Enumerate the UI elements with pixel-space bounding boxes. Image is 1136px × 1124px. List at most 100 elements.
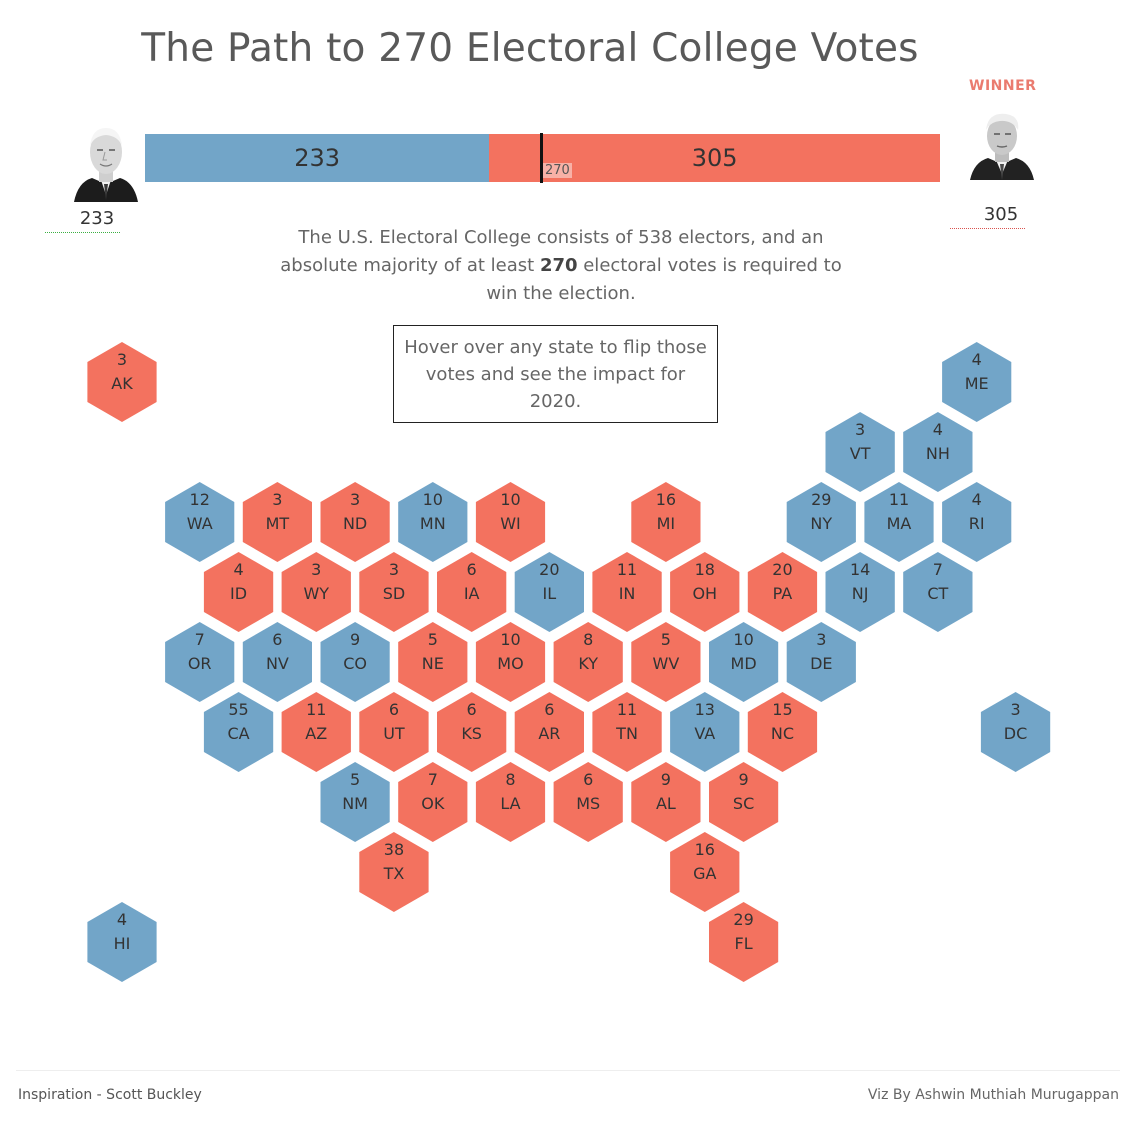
state-hex-nv[interactable]: 6 NV (242, 622, 312, 702)
state-abbr-label: CO (343, 654, 367, 673)
state-hex-shape (475, 482, 546, 562)
state-hex-nh[interactable]: 4 NH (903, 412, 973, 492)
state-abbr-label: IN (619, 584, 636, 603)
state-abbr-label: NH (926, 444, 950, 463)
state-abbr-label: RI (969, 514, 985, 533)
state-hex-wy[interactable]: 3 WY (281, 552, 351, 632)
state-abbr-label: SC (733, 794, 754, 813)
state-hex-de[interactable]: 3 DE (786, 622, 856, 702)
state-abbr-label: PA (773, 584, 793, 603)
state-hex-shape (747, 552, 818, 632)
state-hex-dc[interactable]: 3 DC (980, 692, 1051, 772)
state-votes-label: 12 (190, 490, 210, 509)
state-hex-ca[interactable]: 55 CA (203, 692, 274, 772)
state-hex-va[interactable]: 13 VA (670, 692, 740, 772)
state-votes-label: 3 (389, 560, 399, 579)
state-abbr-label: CA (227, 724, 249, 743)
state-votes-label: 4 (233, 560, 243, 579)
biden-portrait-icon (74, 128, 138, 202)
state-hex-ut[interactable]: 6 UT (359, 692, 429, 772)
state-hex-ny[interactable]: 29 NY (786, 482, 856, 562)
state-votes-label: 10 (500, 630, 520, 649)
state-hex-map: 3 AK 4 ME 3 VT 4 NH 12 WA 3 MT 3 ND 10 MN 10 WI 16 MI 29 NY 11… (87, 342, 1051, 982)
state-hex-shape (903, 412, 973, 492)
state-hex-il[interactable]: 20 IL (514, 552, 584, 632)
state-hex-or[interactable]: 7 OR (165, 622, 235, 702)
state-votes-label: 6 (544, 700, 554, 719)
state-hex-ok[interactable]: 7 OK (398, 762, 468, 842)
state-hex-mi[interactable]: 16 MI (631, 482, 701, 562)
state-votes-label: 7 (933, 560, 943, 579)
state-votes-label: 9 (739, 770, 749, 789)
rep-total-underline (950, 228, 1025, 229)
state-abbr-label: MT (266, 514, 290, 533)
winner-label: WINNER (969, 78, 1037, 94)
state-hex-nj[interactable]: 14 NJ (825, 552, 895, 632)
state-hex-md[interactable]: 10 MD (709, 622, 779, 702)
state-hex-ar[interactable]: 6 AR (514, 692, 584, 772)
state-hex-sc[interactable]: 9 SC (709, 762, 779, 842)
state-abbr-label: GA (693, 864, 716, 883)
state-hex-ri[interactable]: 4 RI (942, 482, 1012, 562)
state-hex-pa[interactable]: 20 PA (747, 552, 818, 632)
state-hex-az[interactable]: 11 AZ (281, 692, 351, 772)
state-abbr-label: WV (653, 654, 680, 673)
state-hex-shape (281, 552, 351, 632)
state-votes-label: 16 (656, 490, 676, 509)
state-hex-in[interactable]: 11 IN (592, 552, 662, 632)
state-hex-me[interactable]: 4 ME (942, 342, 1012, 422)
state-hex-wv[interactable]: 5 WV (631, 622, 701, 702)
state-votes-label: 8 (583, 630, 593, 649)
state-hex-ak[interactable]: 3 AK (87, 342, 157, 422)
dem-total-underline (45, 232, 120, 233)
state-hex-tx[interactable]: 38 TX (359, 832, 429, 912)
state-hex-co[interactable]: 9 CO (320, 622, 390, 702)
state-hex-ma[interactable]: 11 MA (864, 482, 934, 562)
state-hex-hi[interactable]: 4 HI (87, 902, 157, 982)
state-abbr-label: OR (188, 654, 212, 673)
state-abbr-label: AZ (305, 724, 327, 743)
state-votes-label: 5 (350, 770, 360, 789)
state-hex-ia[interactable]: 6 IA (437, 552, 507, 632)
state-hex-nm[interactable]: 5 NM (320, 762, 390, 842)
state-hex-shape (320, 482, 390, 562)
state-votes-label: 3 (272, 490, 282, 509)
state-hex-mn[interactable]: 10 MN (398, 482, 468, 562)
rep-bar-segment[interactable]: 305 (489, 134, 940, 182)
dem-bar-segment[interactable]: 233 (145, 134, 490, 182)
state-hex-mo[interactable]: 10 MO (475, 622, 546, 702)
state-hex-mt[interactable]: 3 MT (242, 482, 312, 562)
state-hex-shape (437, 552, 507, 632)
state-hex-shape (87, 902, 157, 982)
state-hex-shape (437, 692, 507, 772)
state-hex-shape (864, 482, 934, 562)
state-hex-wa[interactable]: 12 WA (165, 482, 235, 562)
state-hex-ks[interactable]: 6 KS (437, 692, 507, 772)
state-hex-ky[interactable]: 8 KY (553, 622, 623, 702)
state-hex-ga[interactable]: 16 GA (670, 832, 740, 912)
state-hex-ct[interactable]: 7 CT (903, 552, 973, 632)
state-hex-la[interactable]: 8 LA (475, 762, 546, 842)
state-votes-label: 10 (500, 490, 520, 509)
state-hex-id[interactable]: 4 ID (203, 552, 274, 632)
state-hex-nd[interactable]: 3 ND (320, 482, 390, 562)
electoral-votes-bar: 233 305 270 (145, 133, 940, 183)
state-hex-wi[interactable]: 10 WI (475, 482, 546, 562)
state-hex-oh[interactable]: 18 OH (670, 552, 740, 632)
state-hex-nc[interactable]: 15 NC (747, 692, 818, 772)
state-abbr-label: NV (266, 654, 289, 673)
state-hex-al[interactable]: 9 AL (631, 762, 701, 842)
state-hex-sd[interactable]: 3 SD (359, 552, 429, 632)
state-abbr-label: VT (850, 444, 871, 463)
state-abbr-label: NE (422, 654, 444, 673)
state-hex-vt[interactable]: 3 VT (825, 412, 895, 492)
state-abbr-label: AL (656, 794, 676, 813)
state-hex-ne[interactable]: 5 NE (398, 622, 468, 702)
state-hex-tn[interactable]: 11 TN (592, 692, 662, 772)
state-hex-ms[interactable]: 6 MS (553, 762, 623, 842)
state-hex-shape (825, 552, 895, 632)
state-hex-shape (942, 482, 1012, 562)
state-hex-shape (709, 762, 779, 842)
state-hex-shape (320, 762, 390, 842)
state-hex-fl[interactable]: 29 FL (709, 902, 779, 982)
